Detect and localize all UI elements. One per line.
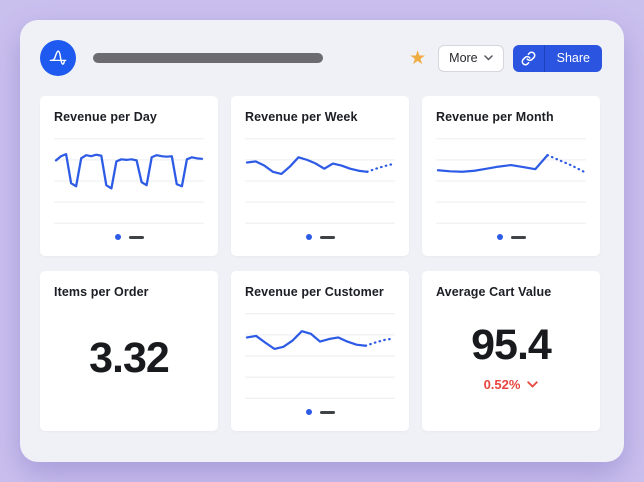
line-chart: [436, 138, 586, 224]
dashboard-panel: ★ More Share Revenue per: [20, 20, 624, 462]
line-chart: [245, 313, 395, 399]
legend-dot-icon: [305, 409, 312, 415]
card-revenue-per-month[interactable]: Revenue per Month: [422, 96, 600, 256]
copy-link-button[interactable]: [513, 45, 544, 72]
card-title: Revenue per Week: [245, 110, 358, 124]
card-title: Revenue per Customer: [245, 285, 384, 299]
metric-value: 95.4: [471, 321, 552, 369]
more-button-label: More: [449, 51, 478, 65]
card-title: Average Cart Value: [436, 285, 552, 299]
line-chart: [245, 138, 395, 224]
card-title: Revenue per Month: [436, 110, 554, 124]
metric-area: 3.32: [54, 299, 204, 417]
legend-label-placeholder: [128, 235, 144, 239]
metric-area: 95.4 0.52%: [436, 299, 586, 417]
cards-grid: Revenue per Day Revenue per Week Revenue…: [40, 96, 600, 431]
legend-label-placeholder: [319, 410, 335, 414]
link-icon: [521, 51, 536, 65]
chart-legend: [245, 232, 395, 242]
legend-label-placeholder: [319, 235, 335, 239]
chart-area: [54, 133, 204, 230]
share-button[interactable]: Share: [556, 51, 590, 65]
chevron-down-icon: [527, 381, 539, 388]
card-items-per-order[interactable]: Items per Order 3.32: [40, 271, 218, 431]
chart-legend: [245, 407, 395, 417]
chart-area: [436, 133, 586, 230]
chevron-down-icon: [483, 55, 493, 61]
share-button-divider: [543, 44, 545, 72]
favorite-star-icon[interactable]: ★: [409, 47, 427, 69]
dashboard-title-placeholder: [93, 53, 323, 63]
legend-dot-icon: [305, 234, 312, 240]
line-chart: [54, 138, 204, 224]
metric-value: 3.32: [89, 333, 170, 382]
legend-dot-icon: [114, 234, 121, 240]
amplitude-wave-icon: [49, 50, 67, 65]
chart-legend: [436, 232, 586, 242]
card-revenue-per-week[interactable]: Revenue per Week: [231, 96, 409, 256]
card-average-cart-value[interactable]: Average Cart Value 95.4 0.52%: [422, 271, 600, 431]
header: ★ More Share: [40, 40, 602, 76]
delta-value: 0.52%: [483, 377, 521, 392]
metric-delta[interactable]: 0.52%: [484, 377, 539, 392]
card-title: Revenue per Day: [54, 110, 157, 124]
amplitude-logo[interactable]: [40, 40, 76, 76]
chart-area: [245, 133, 395, 230]
legend-dot-icon: [496, 234, 503, 240]
chart-legend: [54, 232, 204, 242]
card-revenue-per-day[interactable]: Revenue per Day: [40, 96, 218, 256]
header-actions: ★ More Share: [409, 44, 602, 72]
legend-label-placeholder: [510, 235, 526, 239]
chart-area: [245, 308, 395, 405]
share-button-group[interactable]: Share: [512, 44, 602, 72]
card-title: Items per Order: [54, 285, 149, 299]
card-revenue-per-customer[interactable]: Revenue per Customer: [231, 271, 409, 431]
more-button[interactable]: More: [438, 44, 504, 72]
